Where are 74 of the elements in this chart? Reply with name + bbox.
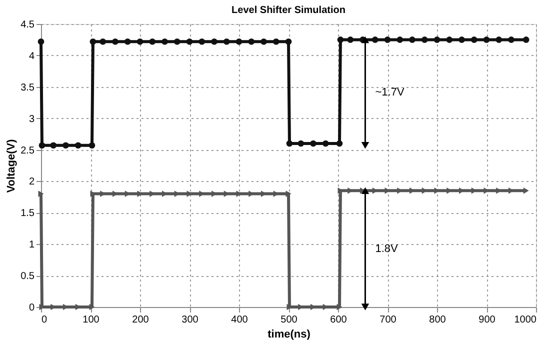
- point: [336, 304, 342, 310]
- x-tick-label: 300: [182, 314, 199, 326]
- point: [174, 38, 180, 45]
- point: [124, 38, 131, 45]
- y-tick-label: 2.5: [20, 145, 35, 156]
- point: [286, 140, 293, 147]
- x-tick-label: 800: [429, 314, 446, 326]
- point: [285, 38, 292, 45]
- point: [458, 36, 465, 43]
- point: [522, 36, 530, 43]
- point: [248, 38, 255, 45]
- point: [198, 38, 206, 45]
- x-tick-label: 200: [132, 314, 150, 326]
- annotation: 1.8V: [375, 242, 399, 255]
- y-tick-label: 3.5: [20, 82, 35, 94]
- x-tick-label: 400: [231, 314, 248, 326]
- point: [337, 36, 344, 43]
- point: [322, 140, 329, 147]
- y-tick-label: 4.5: [20, 20, 35, 30]
- x-tick-label: 1000: [514, 314, 537, 326]
- point: [260, 38, 267, 45]
- point: [483, 36, 490, 43]
- y-tick-label: 1: [28, 240, 35, 251]
- y-tick-label: 3: [28, 114, 35, 125]
- y-axis-title: Voltage(V): [6, 138, 18, 193]
- point: [90, 38, 96, 45]
- point: [38, 190, 44, 197]
- y-tick-label: 2: [28, 176, 35, 188]
- point: [38, 142, 46, 149]
- point: [496, 36, 502, 43]
- point: [523, 187, 529, 194]
- x-tick-label: 600: [330, 314, 348, 326]
- y-tick-label: 0: [28, 302, 35, 314]
- point: [112, 38, 118, 45]
- y-tick-label: 1.5: [20, 208, 35, 220]
- x-tick-label: 900: [478, 314, 496, 326]
- chart-title: Level Shifter Simulation: [232, 5, 346, 16]
- point: [347, 36, 354, 43]
- point: [310, 140, 316, 147]
- x-tick-label: 700: [380, 314, 397, 326]
- point: [62, 142, 69, 149]
- point: [508, 36, 514, 43]
- point: [409, 36, 416, 43]
- x-tick-label: 0: [42, 314, 48, 326]
- point: [149, 38, 156, 45]
- point: [298, 140, 304, 147]
- x-axis-title: time(ns): [268, 328, 311, 340]
- point: [50, 142, 57, 149]
- point: [186, 38, 193, 45]
- point: [223, 38, 230, 45]
- point: [136, 38, 144, 45]
- point: [211, 38, 218, 45]
- point: [384, 36, 391, 43]
- point: [38, 38, 44, 45]
- point: [272, 38, 280, 45]
- point: [236, 38, 242, 45]
- y-tick-label: 4: [28, 50, 35, 62]
- point: [336, 140, 343, 147]
- point: [421, 36, 428, 43]
- x-tick-label: 500: [280, 314, 298, 326]
- point: [88, 142, 96, 149]
- point: [470, 36, 478, 43]
- x-tick-label: 100: [82, 314, 100, 326]
- point: [446, 36, 453, 43]
- point: [162, 38, 168, 45]
- point: [372, 36, 378, 43]
- point: [396, 36, 404, 43]
- point: [434, 36, 440, 43]
- annotation: ~1.7V: [375, 86, 405, 99]
- point: [89, 304, 95, 310]
- point: [286, 190, 292, 197]
- point: [74, 142, 82, 149]
- y-tick-label: 0.5: [20, 271, 35, 282]
- point: [100, 38, 106, 45]
